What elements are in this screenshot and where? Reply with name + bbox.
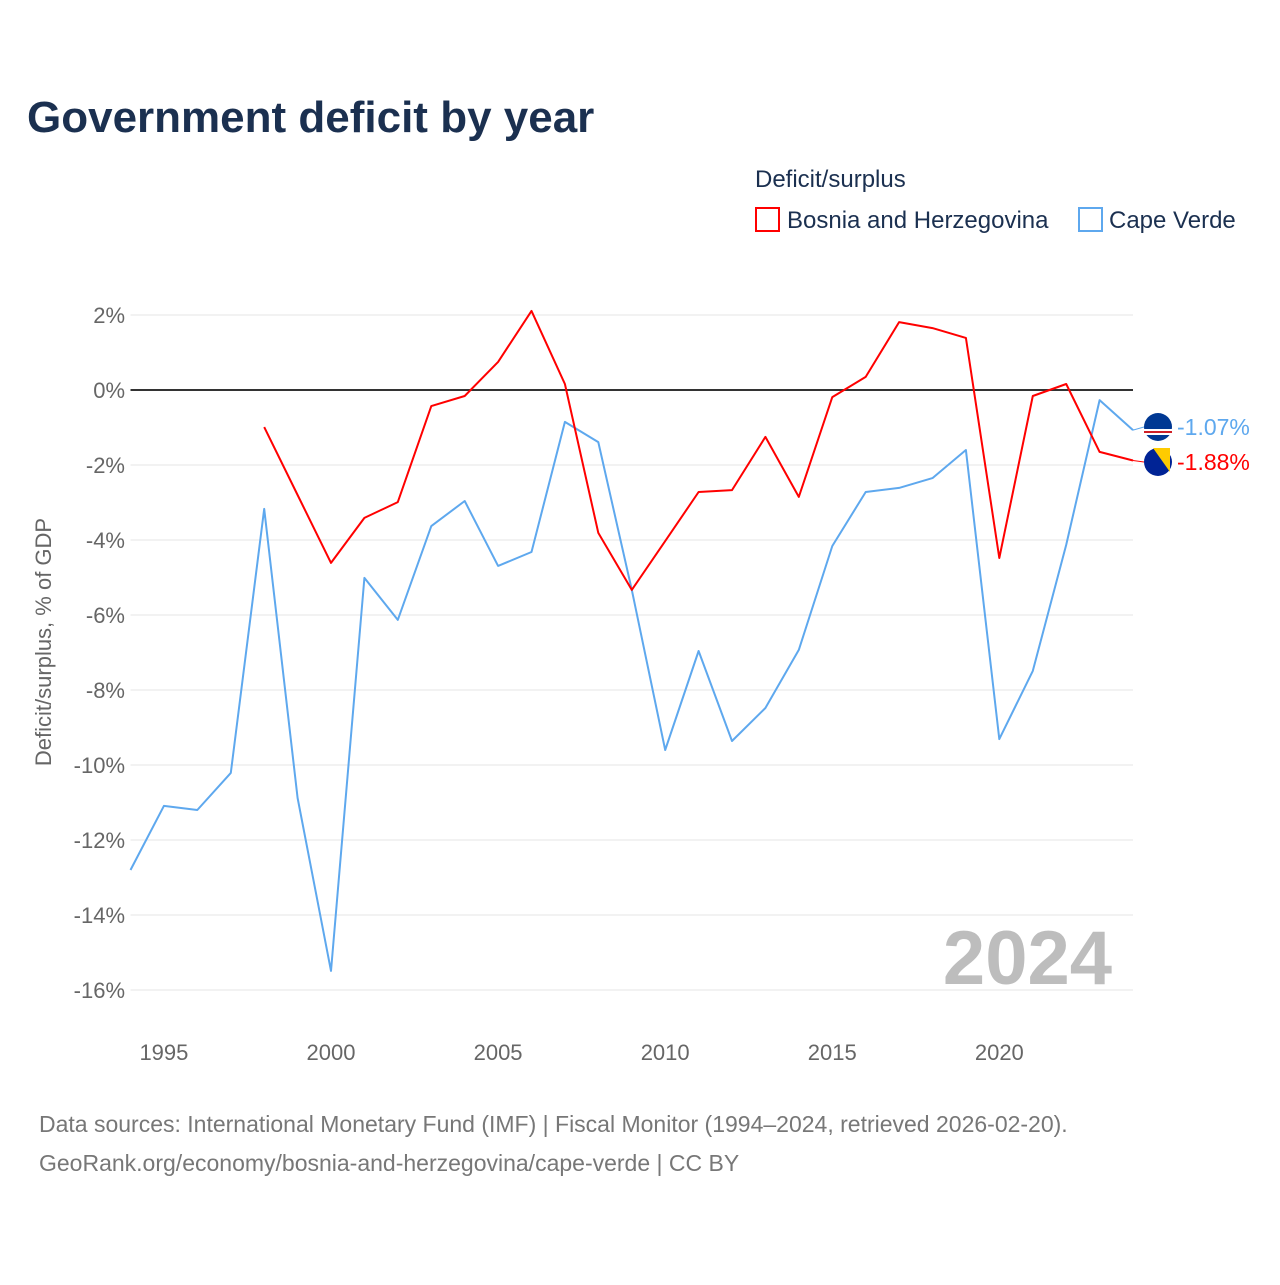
series-lines: -1.07% -1.88% [129,309,1250,972]
x-ticks: 1995 2000 2005 2010 2015 2020 [139,1040,1023,1065]
legend-item-bosnia[interactable]: Bosnia and Herzegovina [755,207,1049,234]
y-tick-label: 0% [93,378,125,403]
footer-url[interactable]: GeoRank.org/economy/bosnia-and-herzegovi… [39,1150,739,1176]
y-tick-label: -8% [86,678,125,703]
end-value-label: -1.07% [1177,414,1250,440]
y-tick-label: -4% [86,528,125,553]
y-tick-label: -10% [74,753,125,778]
bosnia-flag-icon [1132,448,1172,476]
legend-label-bosnia: Bosnia and Herzegovina [787,207,1049,234]
y-tick-label: 2% [93,303,125,328]
legend-title: Deficit/surplus [755,166,906,193]
x-tick-label: 2000 [307,1040,356,1065]
chart-title: Government deficit by year [27,93,594,142]
footer-source: Data sources: International Monetary Fun… [39,1111,1068,1137]
legend-swatch-bosnia [755,207,780,232]
y-axis-label: Deficit/surplus, % of GDP [31,518,56,766]
y-tick-label: -16% [74,978,125,1003]
year-watermark: 2024 [943,916,1112,1001]
legend-swatch-cape-verde [1078,207,1103,232]
end-value-label: -1.88% [1177,449,1250,475]
x-tick-label: 2010 [641,1040,690,1065]
y-tick-label: -2% [86,453,125,478]
y-tick-label: -14% [74,903,125,928]
x-tick-label: 2020 [975,1040,1024,1065]
series-line-bosnia [263,309,1134,591]
cape-verde-flag-icon [1132,413,1172,441]
x-tick-label: 2005 [474,1040,523,1065]
legend-label-cape-verde: Cape Verde [1109,207,1236,234]
x-tick-label: 2015 [808,1040,857,1065]
y-ticks: 2% 0% -2% -4% -6% -8% -10% -12% -14% -16% [74,303,125,1003]
y-tick-label: -12% [74,828,125,853]
legend-item-cape-verde[interactable]: Cape Verde [1078,207,1236,234]
y-tick-label: -6% [86,603,125,628]
series-line-cape-verde [129,399,1134,972]
x-tick-label: 1995 [139,1040,188,1065]
